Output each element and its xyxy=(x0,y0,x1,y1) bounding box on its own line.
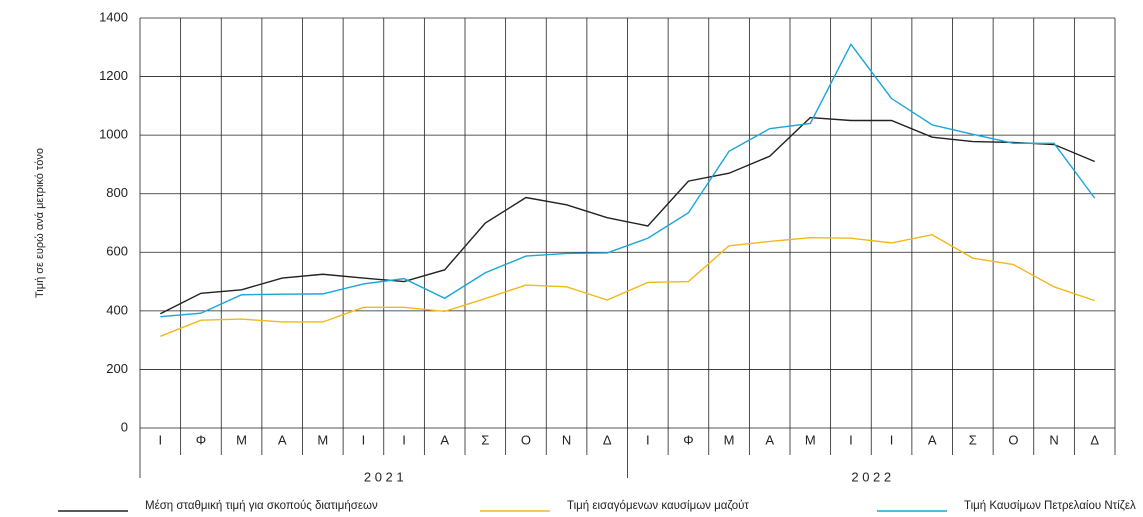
series-line xyxy=(160,233,1095,337)
x-tick-label: Α xyxy=(928,432,937,447)
x-tick-label: Α xyxy=(440,432,449,447)
x-tick-label: Ι xyxy=(159,432,163,447)
x-tick-label: Ο xyxy=(521,432,531,447)
x-tick-label: Ι xyxy=(646,432,650,447)
x-tick-label: Ι xyxy=(402,432,406,447)
x-tick-label: Ι xyxy=(849,432,853,447)
y-tick-label: 600 xyxy=(106,244,128,259)
series-line xyxy=(159,116,1095,315)
x-tick-label: Α xyxy=(765,432,774,447)
series-line xyxy=(160,43,1096,318)
y-tick-label: 1200 xyxy=(99,68,128,83)
x-tick-label: Φ xyxy=(196,432,206,447)
x-tick-label: Ν xyxy=(562,432,571,447)
y-tick-label: 1400 xyxy=(99,9,128,24)
legend-label: Τιμή Καυσίμων Πετρελαίου Ντίζελ xyxy=(964,500,1136,512)
x-tick-label: Φ xyxy=(683,432,693,447)
y-tick-label: 200 xyxy=(106,361,128,376)
x-tick-label: Σ xyxy=(969,432,977,447)
y-tick-label: 400 xyxy=(106,302,128,317)
x-tick-label: Ν xyxy=(1049,432,1058,447)
x-tick-label: Ι xyxy=(890,432,894,447)
x-tick-label: Δ xyxy=(603,432,612,447)
x-tick-label: Σ xyxy=(481,432,489,447)
y-axis-label: Τιμή σε ευρώ ανά μετρικό τόνο xyxy=(34,148,46,298)
x-tick-label: Μ xyxy=(317,432,328,447)
y-tick-label: 800 xyxy=(106,185,128,200)
x-tick-label: Μ xyxy=(724,432,735,447)
y-tick-label: 1000 xyxy=(99,127,128,142)
x-tick-label: Ο xyxy=(1008,432,1018,447)
x-tick-label: Ι xyxy=(362,432,366,447)
y-tick-label: 0 xyxy=(121,419,128,434)
x-tick-label: Δ xyxy=(1090,432,1099,447)
x-tick-label: Μ xyxy=(236,432,247,447)
year-label: 2 0 2 2 xyxy=(851,469,891,484)
year-label: 2 0 2 1 xyxy=(364,469,404,484)
x-tick-label: Α xyxy=(278,432,287,447)
x-tick-label: Μ xyxy=(805,432,816,447)
legend-label: Μέση σταθμική τιμή για σκοπούς διατιμήσε… xyxy=(145,500,378,512)
legend-label: Τιμή εισαγόμενων καυσίμων μαζούτ xyxy=(567,500,749,512)
